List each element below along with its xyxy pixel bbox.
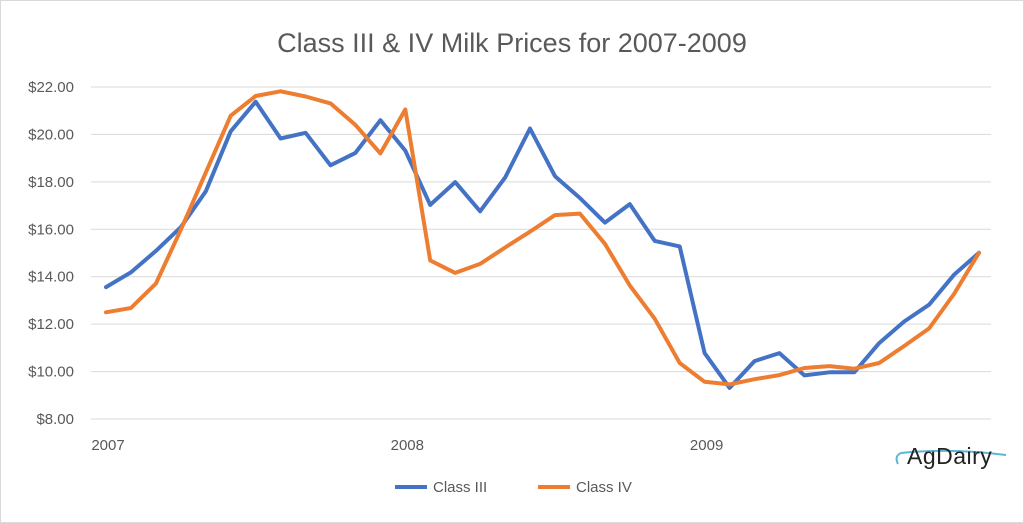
y-axis-ticks: $8.00 $10.00 $12.00 $14.00 $16.00 $18.00 $20.0…	[28, 79, 74, 428]
chart-title: Class III & IV Milk Prices for 2007-2009	[277, 28, 747, 58]
x-tick-label: 2008	[391, 437, 424, 454]
x-tick-label: 2007	[91, 437, 124, 454]
series-lines	[104, 89, 981, 390]
y-tick-label: $20.00	[28, 126, 74, 143]
y-tick-label: $18.00	[28, 174, 74, 191]
y-tick-label: $12.00	[28, 316, 74, 333]
agdairy-logo: AgDairy	[895, 443, 1007, 469]
y-tick-label: $8.00	[36, 411, 74, 428]
legend-label-class-iii: Class III	[433, 479, 487, 496]
legend: Class III Class IV	[395, 479, 632, 496]
y-tick-label: $16.00	[28, 221, 74, 238]
logo-text: AgDairy	[907, 443, 992, 469]
y-tick-label: $22.00	[28, 79, 74, 96]
x-tick-label: 2009	[690, 437, 723, 454]
gridlines	[91, 86, 991, 420]
logo-swoosh-icon	[895, 449, 1007, 465]
series-line-class-iv	[104, 89, 981, 387]
series-line-class-iii	[104, 99, 981, 390]
y-tick-label: $10.00	[28, 364, 74, 381]
x-axis-ticks: 2007 2008 2009	[91, 437, 723, 454]
y-tick-label: $14.00	[28, 269, 74, 286]
legend-label-class-iv: Class IV	[576, 479, 632, 496]
